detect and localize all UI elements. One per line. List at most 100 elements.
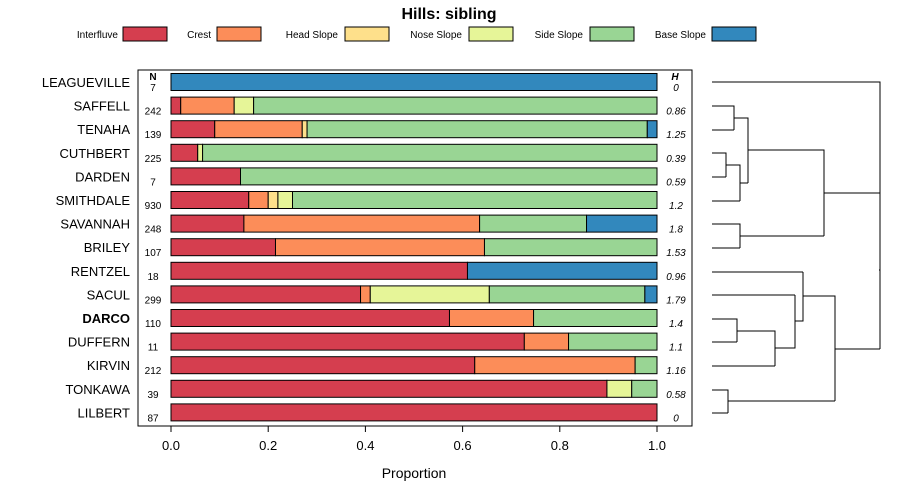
bar-segment-side-slope xyxy=(292,191,658,209)
bar-segment-crest xyxy=(214,120,303,139)
bar-segment-side-slope xyxy=(631,379,658,398)
legend-label: Nose Slope xyxy=(410,30,462,41)
bar-segment-head-slope xyxy=(301,120,308,139)
bar-segment-interfluve xyxy=(170,167,241,186)
row-label: LEAGUEVILLE xyxy=(42,75,130,90)
row-label: BRILEY xyxy=(84,240,131,255)
row-h-value: 0 xyxy=(673,83,679,94)
bar-segment-side-slope xyxy=(568,332,658,351)
row-label: LILBERT xyxy=(77,405,130,420)
bar-segment-interfluve xyxy=(170,214,245,233)
row-labels: LEAGUEVILLE SAFFELL TENAHA CUTHBERT DARDEN SM… xyxy=(42,75,130,420)
x-tick-label: 0.8 xyxy=(551,438,569,453)
row-label: DARDEN xyxy=(75,169,130,184)
row-n-value: 212 xyxy=(145,366,162,377)
legend-swatch xyxy=(468,26,514,42)
bar-segment-interfluve xyxy=(170,403,658,422)
row-h-value: 1.2 xyxy=(669,201,683,212)
bar-segment-crest xyxy=(360,285,371,304)
bar-segment-side-slope xyxy=(202,143,658,162)
row-label: TENAHA xyxy=(77,122,130,137)
row-label: TONKAWA xyxy=(65,382,130,397)
bar-segment-nose-slope xyxy=(606,379,633,398)
bar-segment-interfluve xyxy=(170,285,362,304)
row-n-value: 7 xyxy=(150,83,156,94)
n-values: 7 242 139 225 7 930 248 107 18 299 110 11 212 39 87 xyxy=(145,83,162,424)
legend-swatch xyxy=(216,26,262,42)
row-label: SAFFELL xyxy=(74,99,130,114)
row-h-value: 0.39 xyxy=(666,154,686,165)
bar-segment-crest xyxy=(523,332,570,351)
row-n-value: 11 xyxy=(148,343,159,354)
x-tick-label: 1.0 xyxy=(648,438,666,453)
row-h-value: 1.53 xyxy=(666,248,686,259)
bar-segment-nose-slope xyxy=(197,143,204,162)
legend-label: Interfluve xyxy=(77,30,119,41)
h-column-header: H xyxy=(671,72,679,83)
bar-segment-side-slope xyxy=(253,96,658,115)
row-h-value: 0 xyxy=(673,413,679,424)
row-h-value: 1.79 xyxy=(666,295,686,306)
dendrogram xyxy=(712,81,881,414)
bar-segment-interfluve xyxy=(170,96,182,115)
row-n-value: 139 xyxy=(145,130,162,141)
bar-segment-side-slope xyxy=(488,285,646,304)
row-label: DARCO xyxy=(82,311,130,326)
legend-label: Crest xyxy=(187,30,211,41)
bar-segment-interfluve xyxy=(170,120,216,139)
bar-segment-interfluve xyxy=(170,379,608,398)
bar-segment-base-slope xyxy=(466,261,658,280)
row-n-value: 225 xyxy=(145,154,162,165)
row-n-value: 242 xyxy=(145,107,162,118)
row-h-value: 1.8 xyxy=(669,225,683,236)
h-values: 0 0.86 1.25 0.39 0.59 1.2 1.8 1.53 0.96 1.79 1.4 1.… xyxy=(666,83,686,424)
row-n-value: 107 xyxy=(145,248,162,259)
row-n-value: 248 xyxy=(145,225,162,236)
bar-segment-side-slope xyxy=(533,309,658,327)
row-label: SAVANNAH xyxy=(60,217,130,232)
legend-swatch xyxy=(589,26,635,42)
legend-label: Head Slope xyxy=(286,30,339,41)
bar-segment-head-slope xyxy=(267,191,279,209)
legend-swatch xyxy=(122,26,168,42)
bar-segment-nose-slope xyxy=(233,96,255,115)
row-label: RENTZEL xyxy=(71,264,130,279)
row-n-value: 87 xyxy=(147,413,159,424)
bar-segment-nose-slope xyxy=(369,285,490,304)
plot-frame xyxy=(137,69,693,427)
legend-label: Base Slope xyxy=(655,30,707,41)
bar-segment-base-slope xyxy=(644,285,658,304)
row-h-value: 1.4 xyxy=(669,319,683,330)
legend-swatch xyxy=(344,26,390,42)
bar-segment-side-slope xyxy=(240,167,658,186)
row-h-value: 0.96 xyxy=(666,272,686,283)
row-label: SACUL xyxy=(87,287,130,302)
row-n-value: 930 xyxy=(145,201,162,212)
row-n-value: 299 xyxy=(145,295,162,306)
chart-title: Hills: sibling xyxy=(401,6,496,23)
bar-segment-interfluve xyxy=(170,356,476,375)
bar-segment-crest xyxy=(448,309,535,327)
bar-segment-crest xyxy=(243,214,481,233)
bar-segment-interfluve xyxy=(170,261,468,280)
legend-label: Side Slope xyxy=(535,30,584,41)
x-tick-label: 0.6 xyxy=(454,438,472,453)
bar-segment-interfluve xyxy=(170,143,199,162)
bar-segment-crest xyxy=(474,356,636,375)
legend-swatch xyxy=(711,26,757,42)
row-h-value: 0.86 xyxy=(666,107,686,118)
row-n-value: 39 xyxy=(147,390,159,401)
bar-segment-side-slope xyxy=(634,356,658,375)
x-tick-label: 0.2 xyxy=(259,438,277,453)
x-axis: 0.0 0.2 0.4 0.6 0.8 1.0 xyxy=(162,426,666,453)
legend: Interfluve Crest Head Slope Nose Slope Side … xyxy=(77,26,757,42)
x-tick-label: 0.0 xyxy=(162,438,180,453)
bar-segment-base-slope xyxy=(586,214,658,233)
bar-segment-crest xyxy=(180,96,235,115)
row-h-value: 1.16 xyxy=(666,366,686,377)
bar-segment-side-slope xyxy=(483,238,658,257)
bar-segment-interfluve xyxy=(170,238,276,257)
bar-segment-interfluve xyxy=(170,191,250,209)
row-n-value: 18 xyxy=(147,272,159,283)
